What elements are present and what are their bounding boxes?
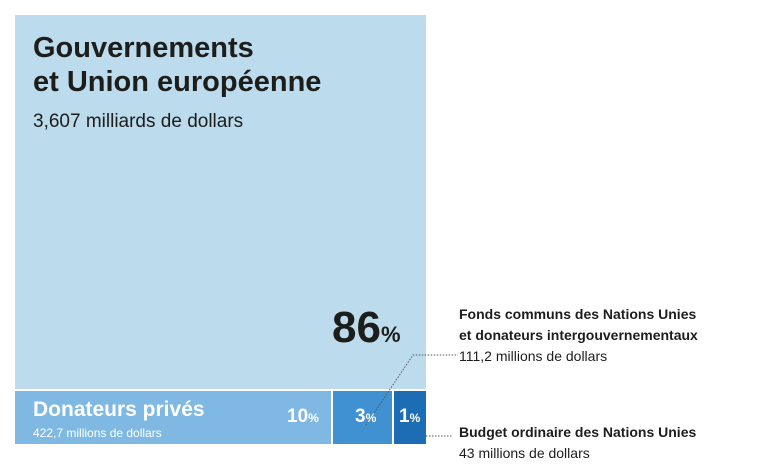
regular-percent-number: 1 [399, 406, 410, 427]
pooled-percent-number: 3 [355, 406, 366, 427]
regular-callout: Budget ordinaire des Nations Unies 43 mi… [459, 422, 696, 464]
regular-label: Budget ordinaire des Nations Unies [459, 424, 697, 440]
private-percent-symbol: % [308, 411, 319, 425]
pooled-label-line-1: Fonds communs des Nations Unies [459, 306, 697, 322]
regular-percent-symbol: % [409, 411, 421, 425]
private-percent: 10% [287, 406, 319, 428]
governments-label-line-2: et Union européenne [33, 66, 322, 98]
governments-value: 3,607 milliards de dollars [33, 111, 244, 132]
governments-label-line-1: Gouvernements [33, 32, 254, 64]
governments-percent-symbol: % [380, 322, 401, 347]
regular-value: 43 millions de dollars [459, 445, 590, 461]
pooled-value: 111,2 millions de dollars [459, 348, 608, 364]
private-label: Donateurs privés [33, 398, 205, 421]
private-value: 422,7 millions de dollars [33, 426, 162, 440]
pooled-callout: Fonds communs des Nations Unies et donat… [459, 304, 698, 367]
segment-pooled [333, 391, 392, 444]
regular-percent: 1% [399, 406, 420, 428]
leader-line-pooled [365, 354, 458, 426]
segment-private [15, 391, 331, 444]
governments-label: Gouvernements et Union européenne [33, 31, 321, 99]
pooled-label-line-2: et donateurs intergouvernementaux [459, 327, 698, 343]
private-percent-number: 10 [287, 406, 309, 427]
pooled-percent-symbol: % [365, 411, 377, 425]
segment-governments [15, 15, 426, 389]
pooled-percent: 3% [355, 406, 376, 428]
governments-percent-number: 86 [332, 303, 381, 352]
governments-percent: 86% [332, 303, 401, 353]
segment-regular [394, 391, 426, 444]
